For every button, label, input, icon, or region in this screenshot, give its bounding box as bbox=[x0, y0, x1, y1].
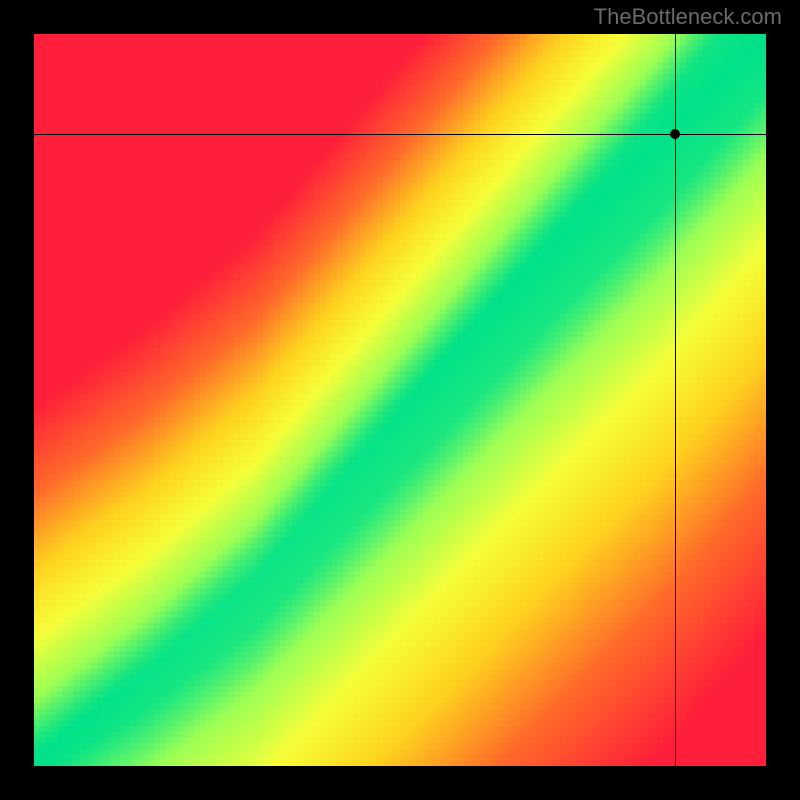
heatmap-canvas bbox=[34, 34, 766, 766]
crosshair-horizontal bbox=[34, 134, 766, 135]
marker-dot bbox=[670, 129, 680, 139]
watermark-text: TheBottleneck.com bbox=[594, 4, 782, 30]
crosshair-vertical bbox=[675, 34, 676, 766]
heatmap-plot-area bbox=[34, 34, 766, 766]
